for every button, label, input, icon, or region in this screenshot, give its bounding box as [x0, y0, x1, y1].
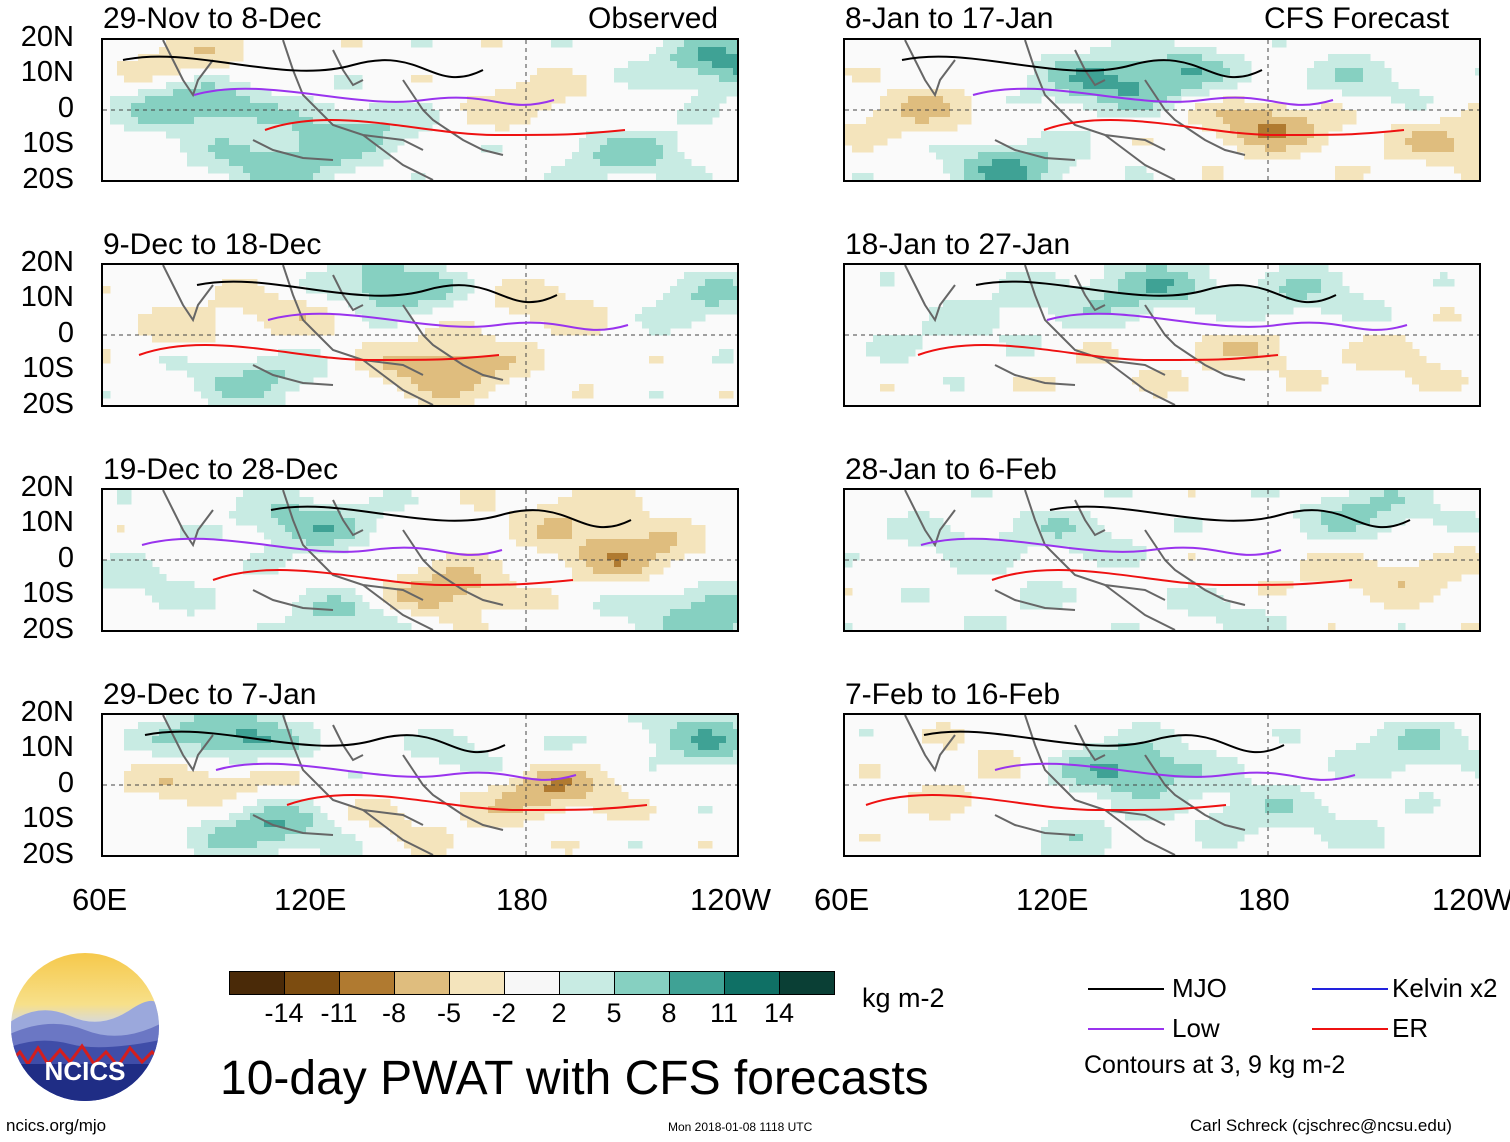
- main-title: 10-day PWAT with CFS forecasts: [220, 1052, 929, 1105]
- y-tick-label: 20N: [20, 21, 74, 53]
- pwat-field: [845, 40, 1479, 180]
- footer-author: Carl Schreck (cjschrec@ncsu.edu): [1190, 1116, 1452, 1135]
- x-tick-label: 60E: [814, 882, 870, 917]
- y-tick-label: 20S: [22, 613, 74, 645]
- panel-title-4: 29-Dec to 7-Jan: [103, 678, 317, 711]
- colorbar-label: 2: [551, 998, 567, 1028]
- panel-title-3: 19-Dec to 28-Dec: [103, 453, 339, 486]
- footer-timestamp: Mon 2018-01-08 1118 UTC: [668, 1120, 813, 1134]
- colorbar-swatch: [724, 971, 780, 995]
- y-tick-label: 20S: [22, 163, 74, 195]
- y-tick-label: 10N: [20, 506, 74, 538]
- footer-url: ncics.org/mjo: [6, 1116, 107, 1135]
- x-tick-label: 180: [496, 882, 548, 917]
- map-panel-1: [101, 38, 739, 182]
- map-panel-8: [843, 713, 1481, 857]
- colorbar-label: 14: [763, 998, 795, 1028]
- legend-er-label: ER: [1392, 1013, 1429, 1043]
- pwat-field: [845, 490, 1479, 630]
- map-panel-7: [843, 488, 1481, 632]
- map-panel-3: [101, 488, 739, 632]
- y-tick-label: 10S: [22, 352, 74, 384]
- y-tick-label: 10S: [22, 127, 74, 159]
- y-tick-label: 20N: [20, 696, 74, 728]
- y-tick-label: 10S: [22, 802, 74, 834]
- y-tick-label: 20S: [22, 838, 74, 870]
- forecast-label: CFS Forecast: [1264, 2, 1450, 35]
- legend-low-label: Low: [1172, 1013, 1220, 1043]
- colorbar-label: -2: [491, 998, 516, 1028]
- y-tick-label: 10S: [22, 577, 74, 609]
- map-panel-5: [843, 38, 1481, 182]
- colorbar-label: 5: [606, 998, 622, 1028]
- colorbar-label: 11: [709, 998, 739, 1028]
- legend-kelvin-line: [1312, 988, 1388, 990]
- panel-title-8: 7-Feb to 16-Feb: [845, 678, 1061, 711]
- pwat-field: [845, 715, 1479, 855]
- x-tick-label: 120E: [1016, 882, 1089, 917]
- x-tick-label: 120W: [690, 882, 771, 917]
- y-tick-label: 10N: [20, 56, 74, 88]
- colorbar-swatch: [284, 971, 340, 995]
- map-panel-4: [101, 713, 739, 857]
- x-tick-label: 60E: [72, 882, 128, 917]
- panel-title-6: 18-Jan to 27-Jan: [845, 228, 1071, 261]
- colorbar-swatch: [614, 971, 670, 995]
- observed-label: Observed: [588, 2, 719, 35]
- colorbar-swatch: [339, 971, 395, 995]
- ncics-logo: NCICS: [10, 952, 160, 1102]
- y-tick-label: 0: [57, 92, 74, 124]
- colorbar-label: -11: [320, 998, 358, 1028]
- y-tick-label: 10N: [20, 731, 74, 763]
- legend-kelvin-label: Kelvin x2: [1392, 973, 1498, 1003]
- legend-low-line: [1088, 1028, 1164, 1030]
- colorbar-swatch: [229, 971, 285, 995]
- colorbar-swatch: [504, 971, 560, 995]
- colorbar-swatch: [779, 971, 835, 995]
- y-tick-label: 0: [57, 542, 74, 574]
- pwat-field: [103, 490, 737, 630]
- colorbar-swatch: [449, 971, 505, 995]
- y-tick-label: 20S: [22, 388, 74, 420]
- pwat-field: [103, 715, 737, 855]
- panel-title-2: 9-Dec to 18-Dec: [103, 228, 322, 261]
- panel-title-7: 28-Jan to 6-Feb: [845, 453, 1057, 486]
- colorbar-swatch: [559, 971, 615, 995]
- legend-mjo-line: [1088, 988, 1164, 990]
- y-tick-label: 20N: [20, 246, 74, 278]
- colorbar-swatch: [394, 971, 450, 995]
- pwat-field: [845, 265, 1479, 405]
- x-tick-label: 120E: [274, 882, 347, 917]
- colorbar-label: 8: [661, 998, 677, 1028]
- y-tick-label: 20N: [20, 471, 74, 503]
- y-tick-label: 0: [57, 317, 74, 349]
- colorbar-label: -8: [381, 998, 406, 1028]
- colorbar-label: -14: [264, 998, 304, 1028]
- y-tick-label: 0: [57, 767, 74, 799]
- x-tick-label: 120W: [1432, 882, 1510, 917]
- pwat-field: [103, 40, 737, 180]
- y-tick-label: 10N: [20, 281, 74, 313]
- map-panel-6: [843, 263, 1481, 407]
- logo-text: NCICS: [45, 1056, 126, 1086]
- x-tick-label: 180: [1238, 882, 1290, 917]
- colorbar-label: -5: [436, 998, 461, 1028]
- colorbar-units: kg m-2: [862, 983, 945, 1013]
- panel-title-1: 29-Nov to 8-Dec: [103, 2, 322, 35]
- panel-title-5: 8-Jan to 17-Jan: [845, 2, 1054, 35]
- map-panel-2: [101, 263, 739, 407]
- colorbar-swatch: [669, 971, 725, 995]
- contours-note: Contours at 3, 9 kg m-2: [1084, 1051, 1346, 1079]
- pwat-field: [103, 265, 737, 405]
- legend-er-line: [1312, 1028, 1388, 1030]
- legend-mjo-label: MJO: [1172, 973, 1227, 1003]
